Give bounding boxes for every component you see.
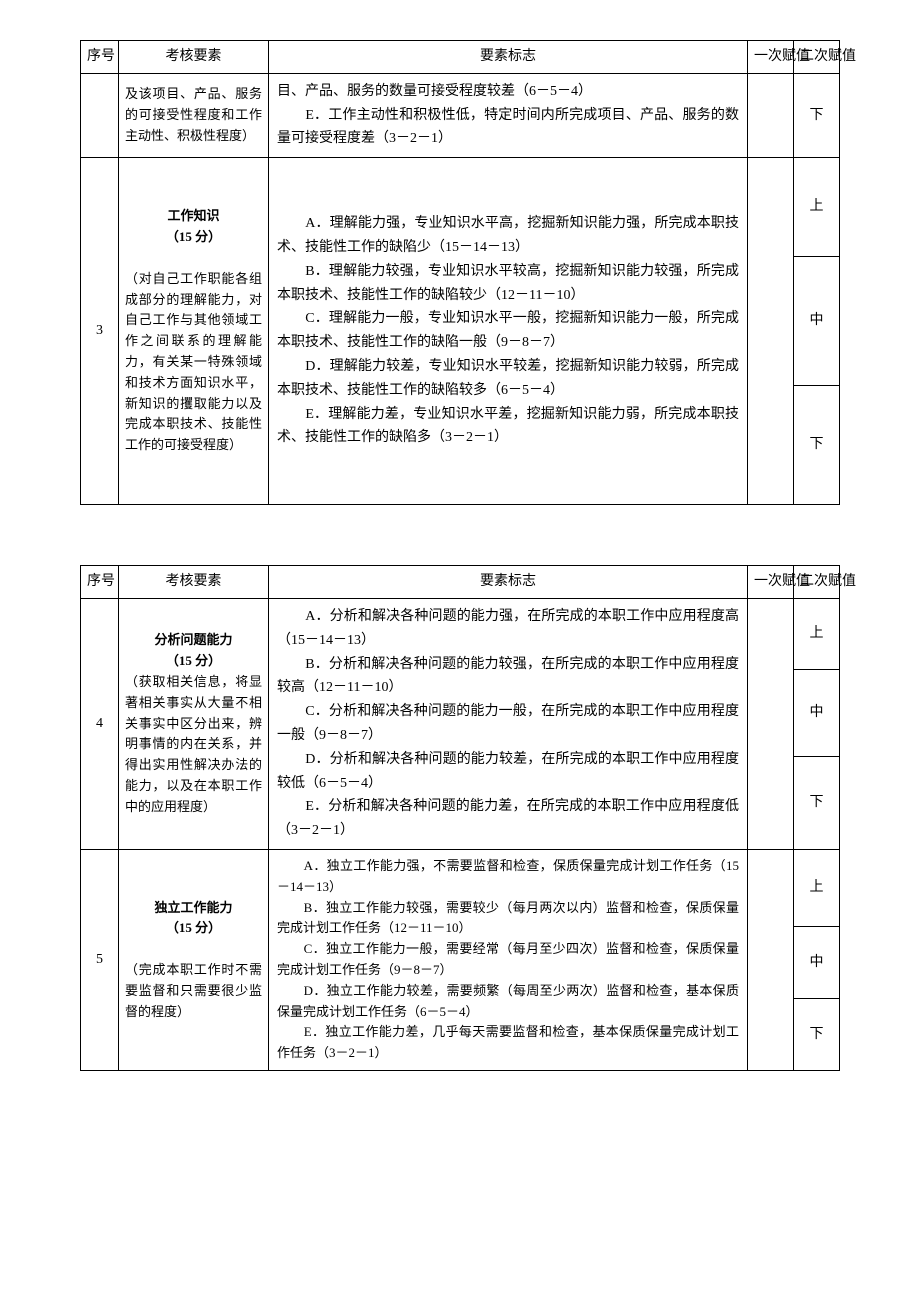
table-row: 4 分析问题能力 （15 分） （获取相关信息，将显著相关事实从大量不相关事实中… [81, 598, 840, 669]
factor-cell: 工作知识 （15 分） （对自己工作职能各组成部分的理解能力，对自己工作与其他领… [119, 158, 269, 505]
row-index: 5 [81, 849, 119, 1070]
description-cell: A．分析和解决各种问题的能力强，在所完成的本职工作中应用程度高（15－14－13… [269, 598, 748, 849]
factor-score: （15 分） [125, 227, 262, 248]
desc-option-c: C．分析和解决各种问题的能力一般，在所完成的本职工作中应用程度一般（9－8－7） [277, 700, 739, 748]
score2-cell: 下 [794, 73, 840, 157]
factor-cell: 及该项目、产品、服务的可接受性程度和工作主动性、积极性程度） [119, 73, 269, 157]
factor-score: （15 分） [125, 918, 262, 939]
desc-option-b: B．分析和解决各种问题的能力较强，在所完成的本职工作中应用程度较高（12－11－… [277, 653, 739, 701]
desc-option-b: B．理解能力较强，专业知识水平较高，挖掘新知识能力较强，所完成本职技术、技能性工… [277, 260, 739, 308]
desc-option-c: C．独立工作能力一般，需要经常（每月至少四次）监督和检查，保质保量完成计划工作任… [277, 939, 739, 981]
score2-cell: 下 [794, 757, 840, 850]
header-score2: 二次赋值 [794, 41, 840, 74]
header-score1: 一次赋值 [748, 566, 794, 599]
table-header-row: 序号 考核要素 要素标志 一次赋值 二次赋值 [81, 566, 840, 599]
header-score1: 一次赋值 [748, 41, 794, 74]
desc-option-c: C．理解能力一般，专业知识水平一般，挖掘新知识能力一般，所完成本职技术、技能性工… [277, 307, 739, 355]
factor-score: （15 分） [125, 651, 262, 672]
factor-cell: 独立工作能力 （15 分） （完成本职工作时不需要监督和只需要很少监督的程度） [119, 849, 269, 1070]
score2-cell: 上 [794, 598, 840, 669]
desc-option-d: D．理解能力较差，专业知识水平较差，挖掘新知识能力较弱，所完成本职技术、技能性工… [277, 355, 739, 403]
desc-option-a: A．理解能力强，专业知识水平高，挖掘新知识能力强，所完成本职技术、技能性工作的缺… [277, 212, 739, 260]
factor-note: （获取相关信息，将显著相关事实从大量不相关事实中区分出来，辨明事情的内在关系，并… [125, 672, 262, 818]
score1-cell [748, 598, 794, 849]
header-description: 要素标志 [269, 41, 748, 74]
score2-cell: 上 [794, 158, 840, 257]
row-index: 4 [81, 598, 119, 849]
table-row: 3 工作知识 （15 分） （对自己工作职能各组成部分的理解能力，对自己工作与其… [81, 158, 840, 257]
factor-note: （完成本职工作时不需要监督和只需要很少监督的程度） [125, 960, 262, 1022]
desc-option-e: E．理解能力差，专业知识水平差，挖掘新知识能力弱，所完成本职技术、技能性工作的缺… [277, 403, 739, 451]
score2-cell: 中 [794, 669, 840, 756]
score1-cell [748, 849, 794, 1070]
factor-title: 工作知识 [125, 206, 262, 227]
factor-title: 独立工作能力 [125, 898, 262, 919]
header-index: 序号 [81, 41, 119, 74]
table-row: 及该项目、产品、服务的可接受性程度和工作主动性、积极性程度） 目、产品、服务的数… [81, 73, 840, 157]
description-cell: 目、产品、服务的数量可接受程度较差（6－5－4） E．工作主动性和积极性低，特定… [269, 73, 748, 157]
score2-cell: 中 [794, 927, 840, 999]
desc-option-e: E．分析和解决各种问题的能力差，在所完成的本职工作中应用程度低（3－2－1） [277, 795, 739, 843]
header-score2: 二次赋值 [794, 566, 840, 599]
score2-cell: 中 [794, 257, 840, 386]
assessment-table-1: 序号 考核要素 要素标志 一次赋值 二次赋值 及该项目、产品、服务的可接受性程度… [80, 40, 840, 505]
factor-cell: 分析问题能力 （15 分） （获取相关信息，将显著相关事实从大量不相关事实中区分… [119, 598, 269, 849]
desc-option-a: A．分析和解决各种问题的能力强，在所完成的本职工作中应用程度高（15－14－13… [277, 605, 739, 653]
desc-option-d: D．分析和解决各种问题的能力较差，在所完成的本职工作中应用程度较低（6－5－4） [277, 748, 739, 796]
score2-cell: 上 [794, 849, 840, 926]
assessment-table-2: 序号 考核要素 要素标志 一次赋值 二次赋值 4 分析问题能力 （15 分） （… [80, 565, 840, 1071]
description-cell: A．独立工作能力强，不需要监督和检查，保质保量完成计划工作任务（15－14－13… [269, 849, 748, 1070]
desc-option-e: E．独立工作能力差，几乎每天需要监督和检查，基本保质保量完成计划工作任务（3－2… [277, 1022, 739, 1064]
score1-cell [748, 158, 794, 505]
row-index [81, 73, 119, 157]
desc-option-a: A．独立工作能力强，不需要监督和检查，保质保量完成计划工作任务（15－14－13… [277, 856, 739, 898]
score2-cell: 下 [794, 386, 840, 505]
header-factor: 考核要素 [119, 41, 269, 74]
table-header-row: 序号 考核要素 要素标志 一次赋值 二次赋值 [81, 41, 840, 74]
score1-cell [748, 73, 794, 157]
table-row: 5 独立工作能力 （15 分） （完成本职工作时不需要监督和只需要很少监督的程度… [81, 849, 840, 926]
row-index: 3 [81, 158, 119, 505]
desc-option-d: D．独立工作能力较差，需要频繁（每周至少两次）监督和检查，基本保质保量完成计划工… [277, 981, 739, 1023]
factor-note: （对自己工作职能各组成部分的理解能力，对自己工作与其他领域工作之间联系的理解能力… [125, 269, 262, 456]
header-factor: 考核要素 [119, 566, 269, 599]
header-description: 要素标志 [269, 566, 748, 599]
score2-cell: 下 [794, 999, 840, 1071]
desc-option-b: B．独立工作能力较强，需要较少（每月两次以内）监督和检查，保质保量完成计划工作任… [277, 898, 739, 940]
factor-title: 分析问题能力 [125, 630, 262, 651]
description-cell: A．理解能力强，专业知识水平高，挖掘新知识能力强，所完成本职技术、技能性工作的缺… [269, 158, 748, 505]
header-index: 序号 [81, 566, 119, 599]
